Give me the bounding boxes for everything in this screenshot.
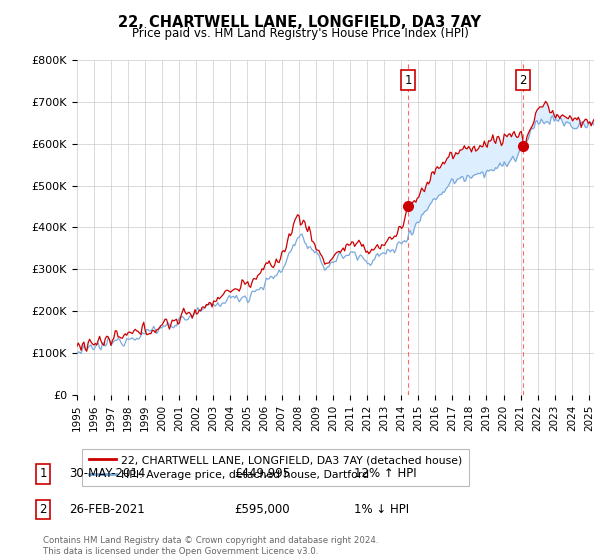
Text: 1% ↓ HPI: 1% ↓ HPI — [354, 503, 409, 516]
Text: £449,995: £449,995 — [234, 467, 290, 480]
Legend: 22, CHARTWELL LANE, LONGFIELD, DA3 7AY (detached house), HPI: Average price, det: 22, CHARTWELL LANE, LONGFIELD, DA3 7AY (… — [82, 449, 469, 486]
Text: £595,000: £595,000 — [234, 503, 290, 516]
Text: Price paid vs. HM Land Registry's House Price Index (HPI): Price paid vs. HM Land Registry's House … — [131, 27, 469, 40]
Text: 2: 2 — [520, 73, 527, 86]
Text: 12% ↑ HPI: 12% ↑ HPI — [354, 467, 416, 480]
Text: 1: 1 — [404, 73, 412, 86]
Text: 2: 2 — [40, 503, 47, 516]
Text: 26-FEB-2021: 26-FEB-2021 — [69, 503, 145, 516]
Text: 30-MAY-2014: 30-MAY-2014 — [69, 467, 145, 480]
Text: 22, CHARTWELL LANE, LONGFIELD, DA3 7AY: 22, CHARTWELL LANE, LONGFIELD, DA3 7AY — [119, 15, 482, 30]
Text: 1: 1 — [40, 467, 47, 480]
Text: Contains HM Land Registry data © Crown copyright and database right 2024.
This d: Contains HM Land Registry data © Crown c… — [43, 536, 379, 556]
